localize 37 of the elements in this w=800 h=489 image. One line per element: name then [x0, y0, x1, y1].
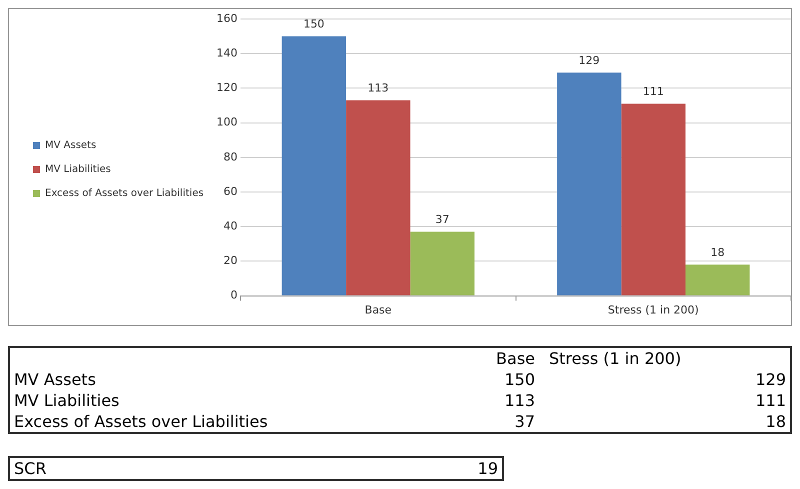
text: MV Assets — [13, 369, 97, 390]
legend-label: Excess of Assets over Liabilities — [45, 188, 204, 200]
data-label: 150 — [303, 18, 324, 31]
text: 19 — [478, 459, 498, 478]
data-label: 111 — [642, 85, 664, 98]
legend-label: MV Assets — [45, 140, 96, 152]
y-tick-label: 0 — [230, 288, 238, 302]
y-tick-label: 20 — [224, 254, 238, 268]
bar — [557, 72, 622, 296]
text: SCR — [14, 459, 46, 478]
category-label: Base — [495, 348, 536, 369]
bar — [410, 232, 474, 296]
bar — [282, 36, 346, 296]
data-label: 111 — [754, 390, 787, 411]
data-label: 37 — [514, 411, 536, 433]
y-tick-label: 40 — [224, 219, 238, 232]
category-label: Stress (1 in 200) — [548, 348, 682, 369]
data-label: 18 — [710, 246, 725, 260]
y-tick-label: 120 — [216, 81, 238, 94]
data-label: 129 — [578, 54, 600, 67]
bar — [685, 264, 750, 296]
y-tick-label: 60 — [224, 184, 238, 198]
y-tick-label: 160 — [216, 12, 238, 25]
data-label: 129 — [754, 369, 787, 390]
legend-label: MV Liabilities — [45, 164, 111, 176]
y-tick-label: 100 — [216, 116, 238, 129]
data-label: 113 — [368, 82, 389, 95]
y-tick-label: 140 — [216, 46, 238, 60]
data-label: 18 — [764, 411, 787, 433]
bar — [621, 104, 686, 296]
text: Excess of Assets over Liabilities — [13, 411, 269, 433]
data-label: 150 — [503, 369, 536, 390]
data-label: 37 — [435, 213, 450, 226]
y-tick-label: 80 — [224, 150, 238, 164]
bar — [346, 100, 410, 296]
data-label: 113 — [503, 390, 536, 411]
text: MV Liabilities — [13, 390, 120, 411]
